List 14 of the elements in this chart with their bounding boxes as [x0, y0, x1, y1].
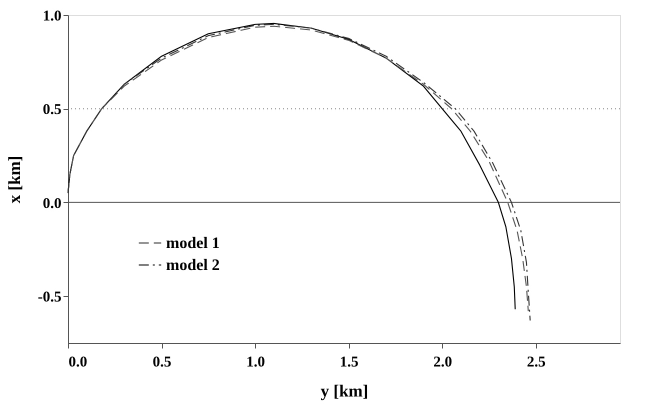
legend-label: model 1	[166, 235, 220, 252]
x-tick-label: 0.0	[68, 354, 88, 370]
legend-label: model 2	[166, 257, 220, 274]
x-tick-label: 1.5	[340, 354, 359, 370]
x-tick-label: 0.5	[152, 354, 172, 370]
y-tick-label: 0.5	[42, 102, 62, 118]
y-tick-label: 0.0	[42, 196, 62, 212]
y-tick-label: 1.0	[42, 8, 62, 24]
y-tick-label: -0.5	[38, 290, 62, 306]
y-axis-title: x [km]	[4, 156, 24, 204]
x-tick-label: 2.5	[526, 354, 546, 370]
x-tick-label: 2.0	[433, 354, 452, 370]
x-tick-label: 1.0	[246, 354, 265, 370]
x-axis-title: y [km]	[320, 382, 368, 400]
